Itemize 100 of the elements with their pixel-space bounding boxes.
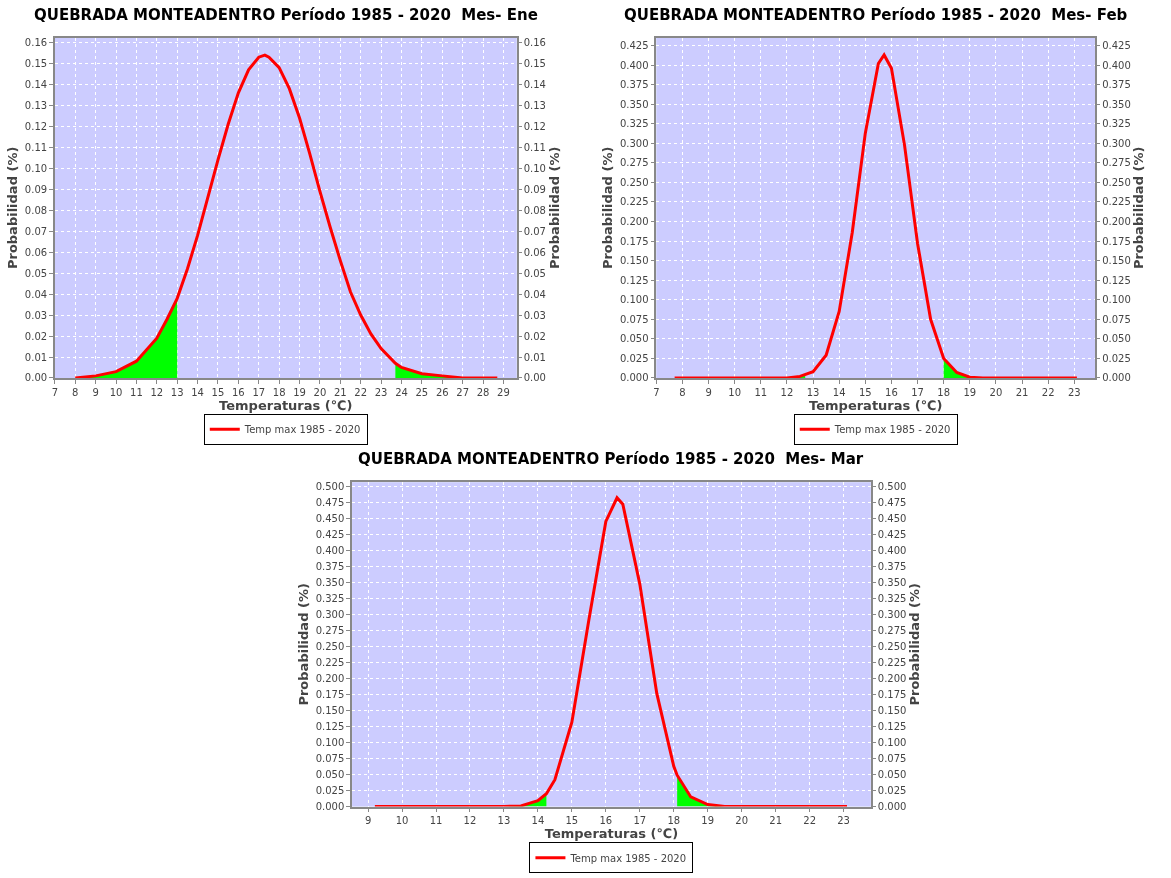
x-tick-label: 18 (667, 815, 681, 827)
x-tick-label: 21 (1015, 386, 1029, 398)
x-tick-label: 15 (565, 815, 579, 827)
y2-tick-label: 0.325 (1102, 118, 1131, 130)
y2-tick-label: 0.01 (523, 351, 546, 363)
x-tick-label: 21 (333, 386, 347, 398)
legend-label: Temp max 1985 - 2020 (569, 852, 687, 864)
y-tick-label: 0.375 (315, 561, 345, 573)
y2-tick-label: 0.425 (877, 529, 907, 541)
chart-title: QUEBRADA MONTEADENTRO Período 1985 - 2020 Mes- Mar (358, 450, 864, 468)
y2-tick-label: 0.150 (1102, 255, 1131, 267)
y-tick-label: 0.350 (315, 577, 345, 589)
x-tick-label: 14 (531, 815, 545, 827)
x-tick-label: 20 (735, 815, 749, 827)
y-tick-label: 0.05 (24, 267, 48, 279)
y-tick-label: 0.06 (24, 246, 48, 258)
y2-tick-label: 0.000 (1102, 372, 1131, 384)
x-tick-label: 8 (679, 386, 686, 398)
x-tick-label: 8 (72, 386, 79, 398)
y-axis-title: Probabilidad (%) (600, 146, 616, 270)
x-tick-label: 24 (395, 386, 408, 398)
y-tick-label: 0.400 (619, 59, 649, 71)
y-tick-label: 0.07 (24, 225, 48, 237)
y-tick-label: 0.01 (24, 351, 48, 363)
y2-tick-label: 0.400 (1102, 59, 1131, 71)
y2-tick-label: 0.16 (523, 37, 546, 49)
y2-tick-label: 0.150 (877, 705, 907, 717)
y2-tick-label: 0.475 (877, 497, 907, 509)
x-tick-label: 10 (395, 815, 409, 827)
y2-tick-label: 0.375 (1102, 79, 1131, 91)
x-tick-label: 15 (858, 386, 872, 398)
x-tick-label: 9 (705, 386, 712, 398)
y2-tick-label: 0.05 (523, 267, 546, 279)
y2-tick-label: 0.050 (1102, 333, 1131, 345)
y-tick-label: 0.300 (315, 609, 345, 621)
x-tick-label: 23 (374, 386, 388, 398)
x-axis-title: Temperaturas (℃) (544, 826, 679, 842)
x-tick-label: 14 (832, 386, 846, 398)
x-tick-label: 14 (191, 386, 204, 398)
x-tick-label: 19 (963, 386, 977, 398)
y2-tick-label: 0.125 (877, 721, 907, 733)
y2-tick-label: 0.275 (877, 625, 907, 637)
y-tick-label: 0.15 (24, 58, 48, 69)
y-tick-label: 0.050 (315, 769, 345, 781)
x-tick-label: 13 (806, 386, 820, 398)
y-tick-label: 0.03 (24, 309, 48, 321)
x-tick-label: 11 (754, 386, 768, 398)
y2-tick-label: 0.325 (877, 593, 907, 605)
y-axis-title: Probabilidad (%) (5, 146, 21, 270)
y-tick-label: 0.02 (24, 330, 48, 342)
y-tick-label: 0.425 (315, 529, 345, 541)
y2-tick-label: 0.075 (1102, 313, 1131, 325)
legend-label: Temp max 1985 - 2020 (243, 424, 361, 436)
y2-tick-label: 0.075 (877, 753, 907, 765)
y-tick-label: 0.325 (315, 593, 345, 605)
y-tick-label: 0.000 (619, 372, 649, 384)
y2-tick-label: 0.00 (523, 372, 546, 384)
x-tick-label: 15 (211, 386, 225, 398)
y-tick-label: 0.04 (24, 288, 48, 300)
y2-tick-label: 0.425 (1102, 40, 1131, 52)
x-tick-label: 7 (51, 386, 59, 398)
x-tick-label: 23 (837, 815, 850, 827)
y-tick-label: 0.225 (619, 196, 649, 208)
x-tick-label: 13 (170, 386, 184, 398)
y-tick-label: 0.12 (24, 120, 48, 132)
y-tick-label: 0.025 (619, 352, 649, 364)
y-tick-label: 0.08 (24, 204, 48, 216)
y-tick-label: 0.400 (315, 545, 345, 557)
x-tick-label: 29 (497, 386, 510, 398)
chart-title: QUEBRADA MONTEADENTRO Período 1985 - 2020 Mes- Ene (34, 6, 538, 24)
y-tick-label: 0.13 (24, 99, 48, 111)
y-tick-label: 0.050 (619, 333, 649, 345)
x-tick-label: 13 (497, 815, 511, 827)
y-tick-label: 0.475 (315, 497, 345, 509)
x-tick-label: 16 (599, 815, 613, 827)
x-tick-label: 11 (130, 386, 143, 398)
y2-axis-title: Probabilidad (%) (1131, 146, 1147, 270)
y-tick-label: 0.375 (619, 79, 649, 91)
x-axis-title: Temperaturas (℃) (219, 397, 353, 413)
y2-tick-label: 0.13 (523, 99, 546, 111)
x-tick-label: 10 (728, 386, 742, 398)
y2-tick-label: 0.04 (523, 288, 546, 300)
y-tick-label: 0.14 (24, 78, 48, 90)
x-tick-label: 21 (769, 815, 783, 827)
x-tick-label: 12 (780, 386, 794, 398)
y2-tick-label: 0.500 (877, 481, 907, 493)
x-tick-label: 20 (989, 386, 1003, 398)
y2-tick-label: 0.10 (523, 162, 546, 174)
y2-tick-label: 0.09 (523, 183, 546, 195)
y2-axis-title: Probabilidad (%) (907, 583, 923, 706)
legend-label: Temp max 1985 - 2020 (833, 424, 951, 436)
y-tick-label: 0.300 (619, 137, 649, 149)
y2-tick-label: 0.000 (877, 801, 907, 813)
y2-tick-label: 0.300 (877, 609, 907, 621)
y2-tick-label: 0.12 (523, 120, 546, 132)
y2-tick-label: 0.300 (1102, 137, 1131, 149)
y2-tick-label: 0.250 (877, 641, 907, 653)
y2-tick-label: 0.100 (1102, 294, 1131, 306)
x-tick-label: 27 (456, 386, 470, 398)
y-tick-label: 0.075 (315, 753, 345, 765)
